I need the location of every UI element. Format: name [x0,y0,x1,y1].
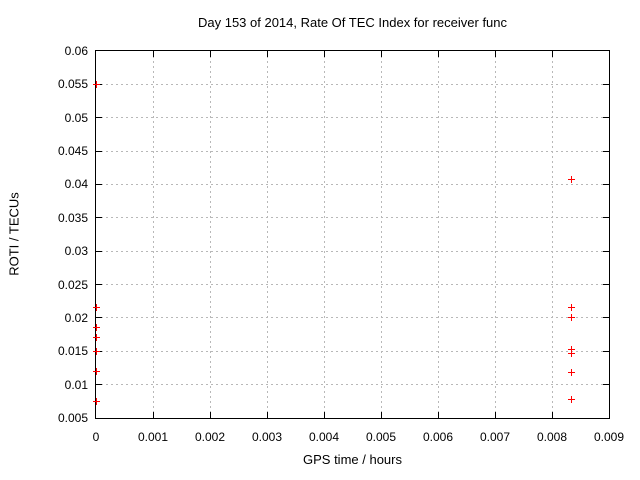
y-tick-label: 0.05 [64,110,88,125]
x-tick-bottom [209,412,211,418]
y-axis-title: ROTI / TECUs [6,192,22,276]
y-gridline [96,150,609,152]
x-gridline [152,51,154,418]
data-point-marker [568,369,576,377]
y-tick-right [603,384,609,386]
x-tick-bottom [380,412,382,418]
x-tick-label: 0.001 [137,430,169,444]
data-point-marker [92,80,100,88]
y-gridline [96,183,609,185]
y-tick-left [96,217,102,219]
x-tick-label: 0.002 [194,430,226,444]
y-tick-left [96,150,102,152]
x-tick-top [437,51,439,57]
y-tick-left [96,284,102,286]
x-tick-label: 0.008 [536,430,568,444]
data-point-marker [568,349,576,357]
data-point-marker [92,334,100,342]
x-tick-top [152,51,154,57]
data-point-marker [92,397,100,405]
x-tick-top [209,51,211,57]
data-point-marker [568,395,576,403]
x-gridline [437,51,439,418]
y-tick-left [96,183,102,185]
data-point-marker [568,314,576,322]
x-tick-top [266,51,268,57]
x-tick-bottom [266,412,268,418]
y-tick-right [603,183,609,185]
x-tick-bottom [494,412,496,418]
y-tick-right [603,117,609,119]
y-tick-label: 0.01 [64,377,88,392]
x-tick-label: 0.004 [308,430,340,444]
y-tick-label: 0.025 [57,277,88,292]
x-tick-label: 0.003 [251,430,283,444]
x-tick-label: 0.005 [365,430,397,444]
x-axis-title: GPS time / hours [303,452,402,467]
x-tick-bottom [437,412,439,418]
y-tick-left [96,117,102,119]
x-tick-label: 0.007 [479,430,511,444]
x-gridline [494,51,496,418]
x-tick-bottom [152,412,154,418]
y-gridline [96,217,609,219]
chart-title: Day 153 of 2014, Rate Of TEC Index for r… [197,15,508,30]
y-tick-right [603,217,609,219]
y-tick-label: 0.005 [57,411,88,425]
y-tick-right [603,150,609,152]
y-tick-right [603,250,609,252]
y-gridline [96,350,609,352]
x-gridline [380,51,382,418]
x-gridline [209,51,211,418]
y-gridline [96,317,609,319]
x-gridline [266,51,268,418]
y-tick-right [603,284,609,286]
data-point-marker [568,304,576,312]
x-tick-label: 0.009 [593,430,625,444]
x-tick-top [323,51,325,57]
y-gridline [96,83,609,85]
y-tick-label: 0.06 [64,44,88,58]
y-tick-right [603,83,609,85]
x-tick-bottom [323,412,325,418]
x-tick-top [551,51,553,57]
data-point-marker [92,347,100,355]
y-tick-label: 0.015 [57,344,88,359]
y-gridline [96,250,609,252]
y-gridline [96,284,609,286]
y-tick-left [96,250,102,252]
y-tick-right [603,350,609,352]
y-tick-label: 0.02 [64,310,88,325]
y-tick-label: 0.055 [57,77,88,92]
x-tick-top [380,51,382,57]
y-tick-right [603,317,609,319]
y-tick-label: 0.045 [57,144,88,159]
data-point-marker [92,304,100,312]
x-tick-top [494,51,496,57]
x-gridline [551,51,553,418]
plot-area [92,50,610,419]
data-point-marker [92,367,100,375]
data-point-marker [92,324,100,332]
x-tick-label: 0 [92,430,100,444]
y-gridline [96,384,609,386]
data-point-marker [568,176,576,184]
y-gridline [96,117,609,119]
x-tick-bottom [551,412,553,418]
y-tick-left [96,384,102,386]
y-tick-label: 0.03 [64,244,88,259]
y-tick-label: 0.035 [57,210,88,225]
y-tick-label: 0.04 [64,177,88,192]
y-tick-left [96,317,102,319]
x-gridline [323,51,325,418]
x-tick-label: 0.006 [422,430,454,444]
